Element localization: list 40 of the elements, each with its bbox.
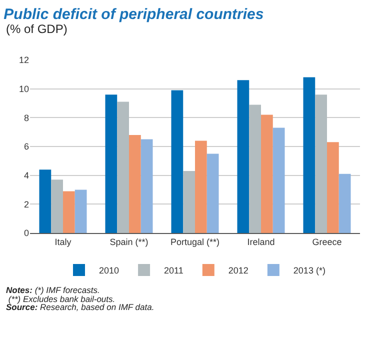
x-tick-label: Ireland	[247, 236, 275, 247]
bar	[206, 154, 219, 233]
y-tick-label: 4	[24, 170, 29, 180]
bar	[39, 170, 52, 233]
chart-subtitle: (% of GDP)	[6, 22, 68, 36]
chart-title: Public deficit of peripheral countries	[4, 6, 264, 23]
x-tick-label: Italy	[54, 236, 72, 247]
bar	[140, 139, 153, 233]
legend-label: 2010	[99, 266, 120, 276]
y-tick-label: 8	[24, 112, 29, 123]
bar	[117, 102, 129, 233]
text: (**) Excludes bank bail-outs.	[6, 294, 116, 304]
bar	[51, 180, 63, 233]
bar	[171, 90, 184, 233]
bar	[105, 94, 118, 233]
bar	[261, 114, 273, 233]
bar	[63, 191, 75, 233]
x-tick-label: Spain (**)	[110, 236, 148, 247]
bar	[195, 140, 207, 233]
y-tick-label: 6	[24, 142, 29, 152]
y-tick-label: 10	[18, 84, 29, 94]
bar	[327, 142, 339, 233]
x-tick-label: Greece	[312, 236, 342, 247]
bar	[249, 104, 261, 233]
legend-label: 2012	[228, 266, 248, 276]
y-tick-label: 12	[18, 55, 29, 66]
bar	[129, 134, 141, 233]
bar	[338, 174, 351, 233]
bar	[237, 80, 250, 233]
bar	[183, 171, 195, 233]
bar	[315, 94, 327, 233]
x-tick-label: Portugal (**)	[170, 236, 220, 247]
bar	[303, 77, 316, 233]
legend-label: 2013 (*)	[293, 266, 326, 276]
bar	[272, 128, 285, 233]
bar	[74, 190, 87, 233]
y-tick-label: 0	[24, 228, 29, 238]
y-tick-label: 2	[24, 199, 29, 210]
text: Notes: (*) IMF forecasts.	[6, 285, 100, 295]
legend-label: 2011	[164, 266, 184, 276]
